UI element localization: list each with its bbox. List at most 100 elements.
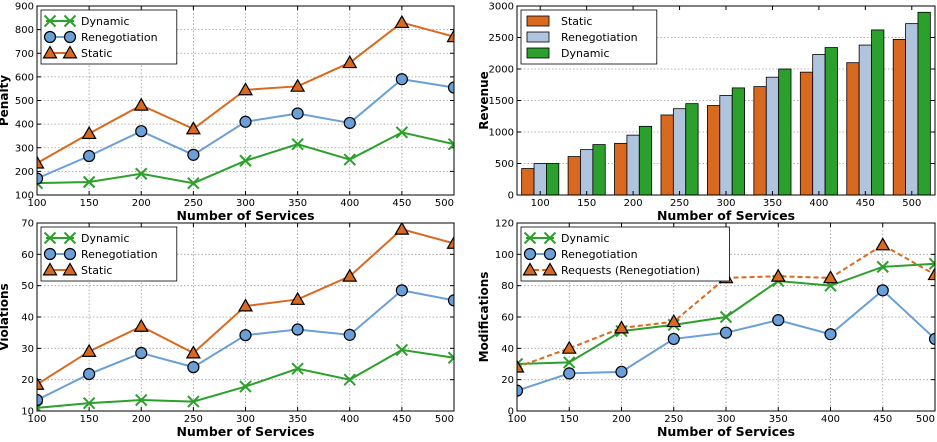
- data-point: [37, 172, 44, 185]
- data-point: [185, 121, 201, 135]
- data-point: [343, 328, 356, 341]
- bar: [533, 163, 547, 196]
- data-point: [237, 298, 254, 312]
- data-point: [875, 237, 891, 251]
- legend-marker: [63, 231, 77, 245]
- data-point: [343, 373, 356, 386]
- legend-marker: [543, 247, 557, 261]
- data-point: [187, 361, 200, 374]
- x-tick-label: 100: [27, 198, 46, 209]
- legend-marker: [543, 231, 557, 245]
- bar: [846, 62, 860, 196]
- y-tick-label: 40: [501, 344, 514, 355]
- legend-marker: [63, 14, 77, 28]
- y-tick-label: 600: [15, 72, 34, 83]
- data-point: [395, 126, 409, 139]
- x-tick-label: 300: [716, 198, 735, 209]
- y-tick-label: 0: [508, 191, 514, 202]
- axes-frame: [36, 222, 455, 412]
- y-tick-label: 100: [15, 191, 34, 202]
- data-point: [447, 294, 454, 307]
- legend-marker: [42, 262, 58, 276]
- axes-frame: [36, 5, 455, 196]
- legend-marker: [43, 14, 57, 28]
- x-tick-label: 500: [916, 414, 935, 425]
- bar: [567, 156, 581, 196]
- y-tick-label: 30: [21, 344, 34, 355]
- plot-area: [37, 223, 454, 411]
- bar: [638, 125, 653, 196]
- x-tick-label: 100: [507, 414, 526, 425]
- axes-frame: [516, 222, 936, 412]
- y-tick-label: 100: [495, 250, 514, 261]
- legend-label: Renegotiation: [81, 31, 158, 44]
- data-point: [770, 268, 786, 282]
- x-tick-label: 450: [392, 198, 411, 209]
- data-point: [342, 268, 358, 282]
- bar: [685, 103, 699, 196]
- data-point: [83, 367, 96, 381]
- y-tick-label: 60: [21, 250, 34, 261]
- legend-marker: [63, 30, 77, 44]
- bar: [614, 142, 628, 196]
- data-point: [824, 328, 837, 341]
- data-point: [135, 167, 148, 180]
- x-tick-label: 250: [664, 414, 683, 425]
- data-point: [37, 393, 44, 407]
- legend-label: Dynamic: [81, 232, 130, 245]
- data-point: [291, 137, 304, 151]
- violations-chart: 10 20 30 40 50 60 70 100 150 200 250 300 350 400 450 50…: [0, 219, 455, 439]
- legend-label: Renegotiation: [561, 248, 638, 261]
- data-point: [395, 343, 409, 357]
- data-point: [37, 376, 45, 390]
- x-tick-label: 100: [531, 198, 550, 209]
- legend-label: Requests (Renegotiation): [561, 264, 700, 277]
- data-point: [135, 393, 148, 407]
- data-point: [239, 380, 252, 393]
- legend-label: Dynamic: [81, 15, 130, 28]
- data-point: [394, 223, 410, 235]
- data-point: [666, 313, 682, 328]
- legend-marker: [43, 30, 57, 44]
- bar: [905, 23, 919, 196]
- bar: [660, 114, 674, 196]
- data-point: [185, 345, 201, 359]
- x-tick-label: 500: [902, 198, 921, 209]
- data-point: [394, 14, 410, 29]
- legend-marker: [43, 231, 57, 245]
- bar: [917, 11, 931, 196]
- x-axis-label: Number of Services: [176, 424, 314, 439]
- x-tick-label: 150: [560, 414, 579, 425]
- data-point: [822, 270, 839, 284]
- data-point: [517, 384, 524, 397]
- data-point: [291, 107, 304, 120]
- y-axis-label: Modifications: [477, 272, 491, 363]
- data-point: [237, 82, 254, 96]
- data-point: [928, 332, 935, 346]
- legend-marker: [542, 262, 558, 276]
- x-tick-label: 200: [624, 198, 643, 209]
- bar: [765, 76, 780, 196]
- y-tick-label: 50: [21, 281, 34, 292]
- x-axis-label: Number of Services: [176, 208, 314, 223]
- bar: [824, 47, 838, 196]
- bar: [731, 87, 745, 196]
- data-point: [239, 115, 252, 128]
- y-tick-label: 1500: [489, 96, 514, 107]
- data-point: [446, 29, 454, 43]
- data-point: [239, 154, 252, 167]
- y-tick-label: 20: [21, 375, 34, 386]
- y-tick-label: 200: [15, 167, 34, 178]
- data-point: [290, 78, 306, 92]
- data-point: [343, 153, 356, 166]
- legend-label: Static: [81, 264, 112, 277]
- bar: [858, 44, 872, 196]
- bar: [521, 168, 535, 196]
- y-tick-label: 1000: [489, 128, 514, 139]
- bar: [592, 144, 606, 196]
- y-tick-label: 2500: [489, 33, 514, 44]
- x-tick-label: 250: [184, 414, 203, 425]
- y-tick-label: 40: [21, 313, 34, 324]
- revenue-chart: 0 500 1000 1500 2000 2500 3000 100 150 200 250 300 3…: [477, 2, 936, 223]
